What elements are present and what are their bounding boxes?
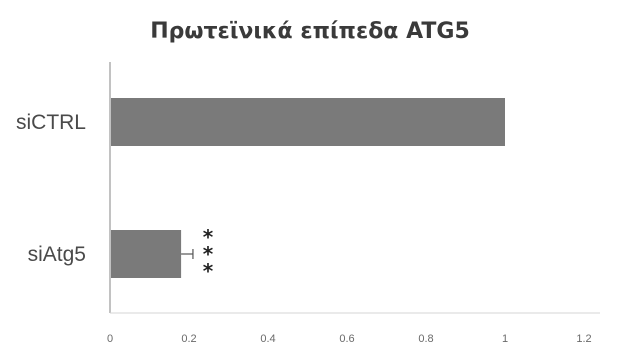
x-tick-label: 1.2 <box>576 333 591 345</box>
x-tick-label: 0.2 <box>181 333 196 345</box>
chart-title: Πρωτεϊνικά επίπεδα ATG5 <box>150 19 470 44</box>
x-tick-label: 0.4 <box>260 333 275 345</box>
x-tick-label: 0.8 <box>418 333 433 345</box>
x-tick-label: 0 <box>107 333 113 345</box>
bar-group: siCTRL siAtg5 * * * <box>16 98 505 283</box>
category-label: siAtg5 <box>28 243 86 266</box>
x-tick-label: 1 <box>502 333 508 345</box>
x-tick-label: 0.6 <box>339 333 354 345</box>
category-label: siCTRL <box>16 111 86 134</box>
bar-sictrl <box>111 98 505 146</box>
significance-marker: * * * <box>203 225 214 283</box>
bar-siatg5 <box>111 230 182 278</box>
x-tick-group: 0 0.2 0.4 0.6 0.8 1 1.2 <box>107 333 592 345</box>
